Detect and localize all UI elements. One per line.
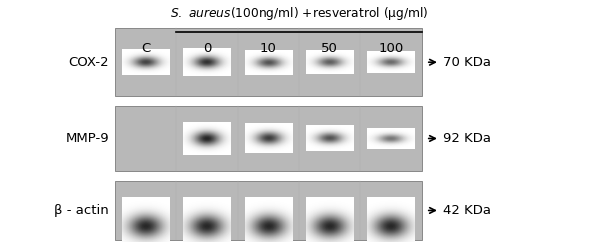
Text: 100: 100: [379, 42, 404, 55]
Text: 42 KDa: 42 KDa: [443, 204, 491, 217]
Text: C: C: [141, 42, 150, 55]
Text: $\it{S.\ aureus}$(100ng/ml) +resveratrol (μg/ml): $\it{S.\ aureus}$(100ng/ml) +resveratrol…: [170, 5, 428, 22]
Text: 50: 50: [322, 42, 338, 55]
Text: β - actin: β - actin: [54, 204, 109, 217]
Bar: [115, 181, 422, 240]
Text: 70 KDa: 70 KDa: [443, 56, 491, 69]
Bar: [115, 28, 422, 96]
Text: 92 KDa: 92 KDa: [443, 132, 491, 145]
Text: 0: 0: [203, 42, 211, 55]
Text: COX-2: COX-2: [68, 56, 109, 69]
Text: MMP-9: MMP-9: [65, 132, 109, 145]
Text: 10: 10: [260, 42, 277, 55]
Bar: [115, 106, 422, 171]
